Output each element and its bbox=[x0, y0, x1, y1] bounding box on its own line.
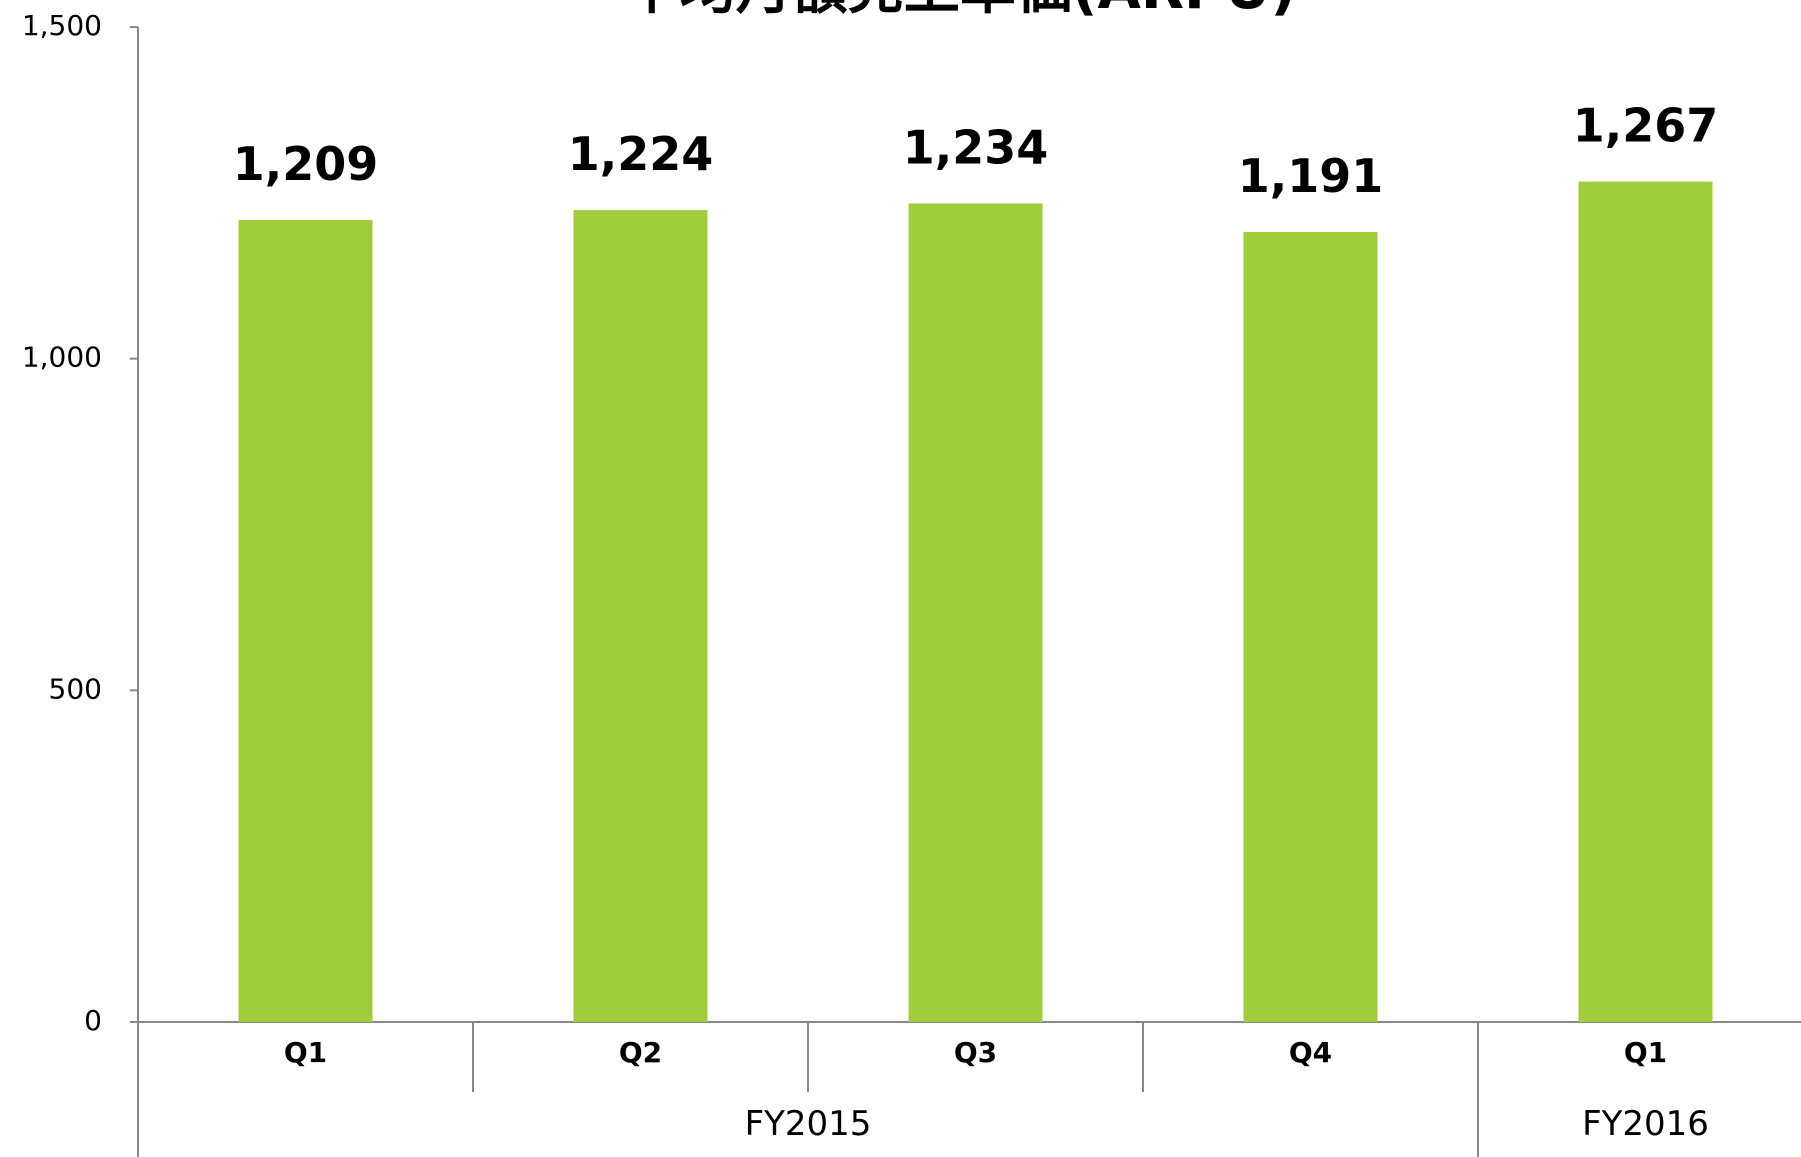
x-axis: Q1 Q2 Q3 Q4 Q1 FY2015 FY2016 bbox=[138, 1021, 1801, 1157]
bar bbox=[1243, 231, 1378, 1023]
bar bbox=[908, 203, 1043, 1023]
x-tick-label: Q3 bbox=[954, 1036, 997, 1069]
bars bbox=[238, 181, 1713, 1023]
x-tick-label: Q1 bbox=[1624, 1036, 1667, 1069]
y-tick-label: 500 bbox=[49, 672, 102, 705]
chart-title: 平均月額売上単価(ARPU) bbox=[624, 0, 1296, 22]
y-tick-label: 1,500 bbox=[22, 9, 102, 42]
x-group-label: FY2016 bbox=[1582, 1104, 1709, 1144]
y-tick-label: 0 bbox=[84, 1004, 102, 1037]
x-tick-label: Q4 bbox=[1289, 1036, 1332, 1069]
x-group-label: FY2015 bbox=[745, 1104, 872, 1144]
x-tick-label: Q1 bbox=[284, 1036, 327, 1069]
y-tick-label: 1,000 bbox=[22, 341, 102, 374]
y-axis: 0 500 1,000 1,500 bbox=[22, 9, 139, 1157]
data-label: 1,234 bbox=[903, 120, 1049, 174]
bar bbox=[1578, 181, 1713, 1023]
data-label: 1,209 bbox=[233, 137, 379, 191]
data-label: 1,191 bbox=[1238, 149, 1384, 203]
data-labels: 1,209 1,224 1,234 1,191 1,267 bbox=[233, 99, 1719, 203]
bar bbox=[573, 210, 708, 1022]
data-label: 1,224 bbox=[568, 127, 714, 181]
x-tick-label: Q2 bbox=[619, 1036, 662, 1069]
data-label: 1,267 bbox=[1573, 99, 1719, 153]
bar bbox=[238, 220, 373, 1022]
